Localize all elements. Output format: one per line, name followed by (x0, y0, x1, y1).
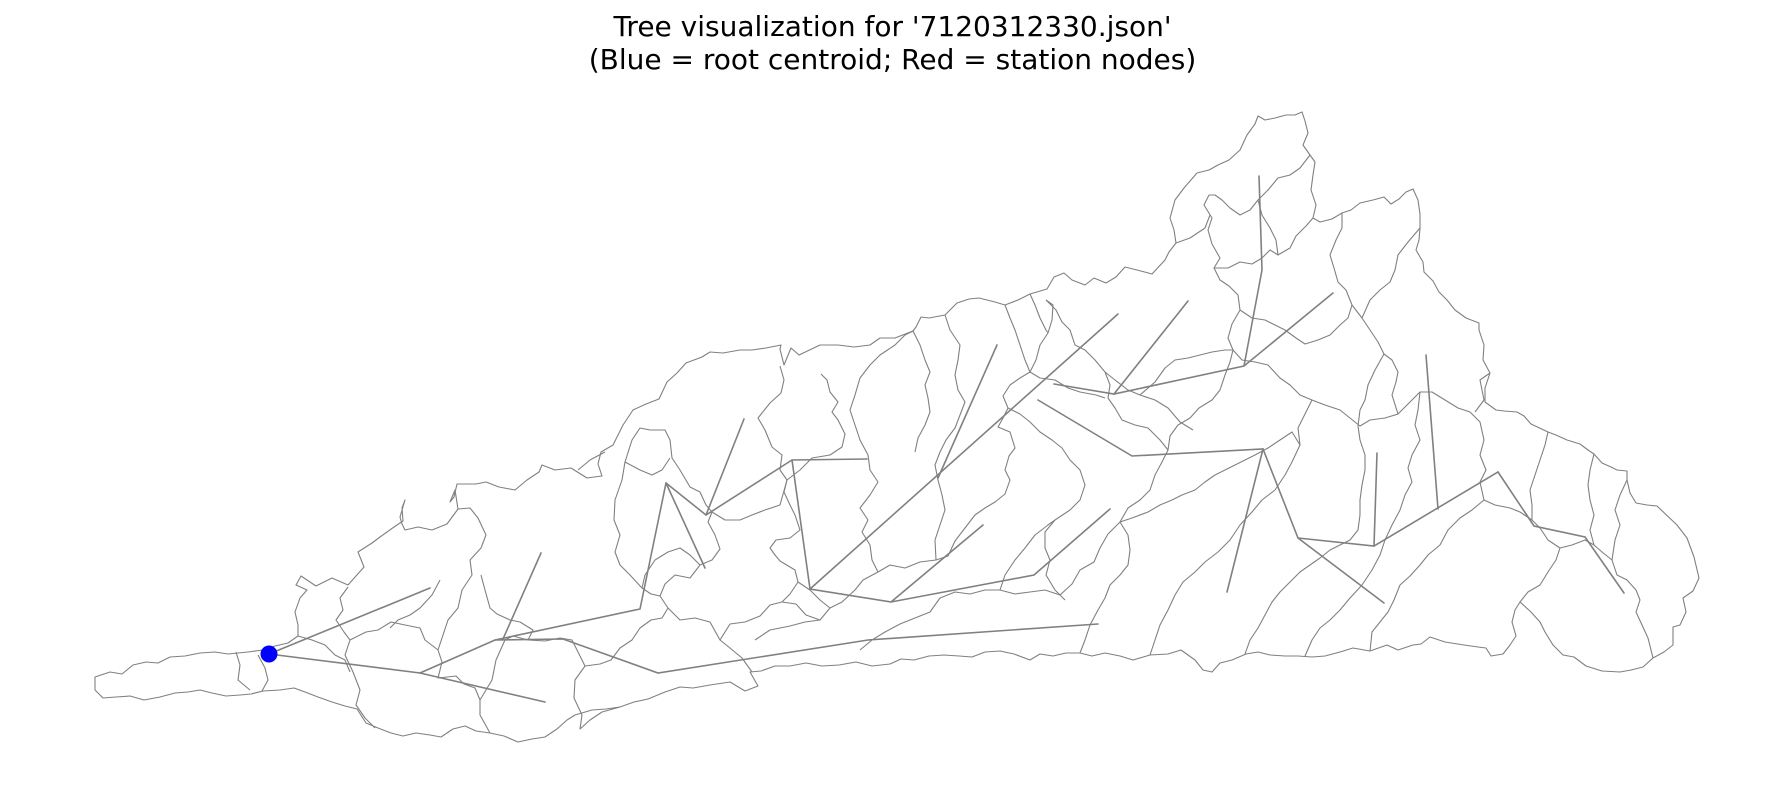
tree-edge (705, 418, 745, 516)
tree-edge (494, 623, 1099, 674)
tree-edge (502, 552, 542, 640)
tree-edge (268, 653, 546, 703)
tree-edge (1373, 452, 1378, 547)
subbasin-divide (257, 451, 831, 692)
subbasin-divide (584, 365, 846, 673)
subbasin-divide (1304, 353, 1491, 657)
catchment-outline (94, 111, 1700, 743)
tree-edge (1243, 175, 1263, 367)
subbasin-divide (912, 214, 1211, 561)
root-node-group (260, 645, 278, 663)
subbasin-boundaries (94, 111, 1700, 743)
tree-edge (268, 587, 431, 655)
tree-edge (791, 459, 1111, 603)
subbasin-divide (1174, 227, 1487, 596)
tree-edge (890, 524, 984, 603)
tree-edge (419, 482, 667, 674)
subbasin-divide (1209, 154, 1654, 659)
tree-edge (1226, 448, 1264, 593)
tree-edge (1113, 300, 1189, 395)
tree-edge (1037, 399, 1385, 604)
subbasin-divide (1029, 213, 1353, 451)
tree-edge (1425, 354, 1439, 510)
tree-edge (809, 313, 1119, 590)
tree-edges (268, 175, 1625, 703)
subbasin-divide (754, 194, 1241, 651)
title-line-2: (Blue = root centroid; Red = station nod… (588, 43, 1197, 76)
figure-title: Tree visualization for '7120312330.json'… (0, 10, 1785, 76)
tree-edge (1297, 470, 1625, 594)
tree-edge (665, 482, 706, 569)
subbasin-divide (235, 586, 491, 734)
root-centroid-node (260, 645, 278, 663)
subbasin-divide (1079, 425, 1366, 656)
tree-edge (937, 344, 998, 479)
subbasin-divide (437, 507, 621, 730)
title-line-1: Tree visualization for '7120312330.json' (613, 10, 1172, 43)
tree-edge (1053, 292, 1334, 395)
tree-edge (665, 458, 868, 516)
